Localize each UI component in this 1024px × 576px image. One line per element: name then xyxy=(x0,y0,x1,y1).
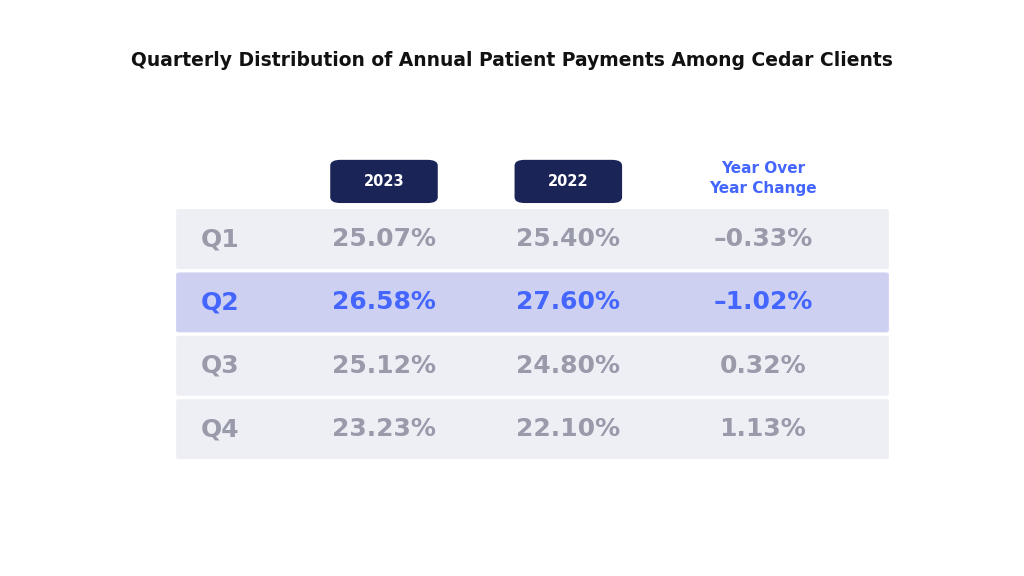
Text: 2022: 2022 xyxy=(548,174,589,189)
Text: 26.58%: 26.58% xyxy=(332,290,436,314)
Text: 25.07%: 25.07% xyxy=(332,227,436,251)
FancyBboxPatch shape xyxy=(176,272,889,332)
FancyBboxPatch shape xyxy=(176,209,889,269)
Text: Q1: Q1 xyxy=(201,227,240,251)
Text: Q2: Q2 xyxy=(201,290,240,314)
Text: Q3: Q3 xyxy=(201,354,240,378)
FancyBboxPatch shape xyxy=(176,399,889,459)
Text: Q4: Q4 xyxy=(201,417,240,441)
Text: 23.23%: 23.23% xyxy=(332,417,436,441)
Text: 24.80%: 24.80% xyxy=(516,354,621,378)
Text: 0.32%: 0.32% xyxy=(720,354,806,378)
Text: Quarterly Distribution of Annual Patient Payments Among Cedar Clients: Quarterly Distribution of Annual Patient… xyxy=(131,51,893,70)
Text: 25.12%: 25.12% xyxy=(332,354,436,378)
Text: –0.33%: –0.33% xyxy=(714,227,812,251)
FancyBboxPatch shape xyxy=(330,160,438,203)
Text: 1.13%: 1.13% xyxy=(720,417,806,441)
Text: Year Over
Year Change: Year Over Year Change xyxy=(709,161,817,196)
FancyBboxPatch shape xyxy=(515,160,623,203)
FancyBboxPatch shape xyxy=(176,336,889,396)
Text: –1.02%: –1.02% xyxy=(713,290,813,314)
Text: 27.60%: 27.60% xyxy=(516,290,621,314)
Text: 22.10%: 22.10% xyxy=(516,417,621,441)
Text: 2023: 2023 xyxy=(364,174,404,189)
Text: 25.40%: 25.40% xyxy=(516,227,621,251)
